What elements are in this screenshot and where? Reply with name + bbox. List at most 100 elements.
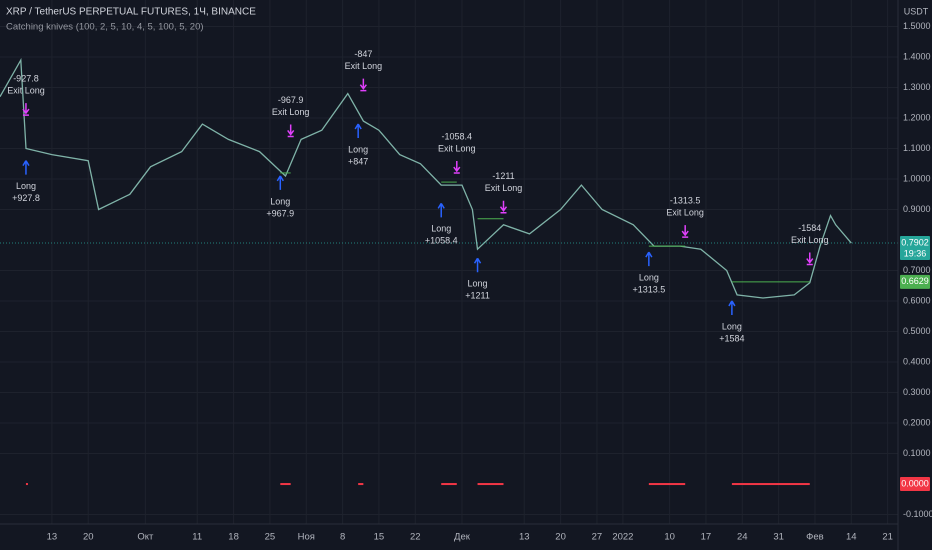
x-tick-label: Дек	[454, 532, 471, 543]
x-tick-label: 13	[47, 532, 58, 543]
entry-arrow	[276, 175, 284, 190]
x-tick-label: 18	[228, 532, 239, 543]
x-tick-label: 27	[592, 532, 603, 543]
x-tick-label: 8	[340, 532, 345, 543]
entry-profit: +1211	[465, 291, 490, 301]
x-tick-label: Ноя	[298, 532, 315, 543]
x-tick-label: 2022	[612, 532, 633, 543]
chart-title: XRP / TetherUS PERPETUAL FUTURES, 1Ч, BI…	[6, 7, 256, 18]
indicator-bar	[648, 483, 686, 486]
exit-marker	[287, 124, 295, 138]
entry-arrow	[437, 202, 445, 218]
entry-label: Long	[722, 321, 742, 331]
y-tick-label: 1.0000	[903, 173, 931, 183]
x-tick-label: 20	[83, 532, 94, 543]
exit-marker	[681, 225, 689, 238]
exit-profit: -1313.5	[670, 195, 701, 205]
entry-arrow	[645, 251, 653, 267]
indicator-bar	[477, 483, 504, 486]
entry-label: Long	[16, 181, 36, 191]
exit-label: Exit Long	[791, 235, 829, 245]
entry-profit: +847	[348, 156, 368, 166]
plot	[0, 57, 898, 486]
exit-label: Exit Long	[438, 143, 476, 153]
countdown-label: 19:36	[904, 248, 927, 258]
exit-profit: -1211	[492, 171, 514, 181]
entry-label: Long	[468, 279, 488, 289]
x-tick-label: 17	[701, 532, 712, 543]
exit-marker	[359, 78, 367, 92]
exit-profit: -1058.4	[442, 131, 473, 141]
y-tick-label: 0.7000	[903, 265, 931, 275]
indicator-bar	[280, 483, 291, 486]
y-tick-label: 1.3000	[903, 82, 931, 92]
x-tick-label: Окт	[137, 532, 154, 543]
exit-marker	[806, 252, 814, 266]
level-box	[900, 274, 930, 289]
x-tick-label: 22	[410, 532, 421, 543]
currency: USDT	[904, 6, 929, 16]
exit-label: Exit Long	[7, 85, 45, 95]
entry-profit: +1584	[719, 333, 744, 343]
x-tick-label: 15	[374, 532, 385, 543]
exit-profit: -847	[354, 49, 372, 59]
last-price-label: 0.7902	[901, 237, 929, 247]
price-line	[0, 57, 852, 299]
exit-label: Exit Long	[345, 61, 383, 71]
entry-arrow	[22, 160, 30, 175]
exit-label: Exit Long	[666, 207, 704, 217]
last-price-box	[900, 236, 930, 261]
x-tick-label: Фев	[806, 532, 824, 543]
entry-label: Long	[348, 144, 368, 154]
indicator-bar	[731, 483, 810, 486]
indicator-bar	[25, 483, 28, 486]
y-tick-label: 1.5000	[903, 21, 931, 31]
indicator-bar	[358, 483, 364, 486]
entry-arrow	[473, 257, 482, 273]
exit-marker	[453, 161, 461, 174]
x-tick-label: 11	[192, 532, 202, 543]
entry-profit: +1058.4	[425, 236, 458, 246]
y-tick-label: 1.4000	[903, 51, 931, 61]
x-tick-label: 25	[265, 532, 276, 543]
entry-arrow	[354, 123, 362, 139]
y-tick-label: 1.2000	[903, 112, 931, 122]
entry-profit: +1313.5	[632, 285, 665, 295]
y-tick-label: 0.1000	[903, 448, 931, 458]
y-tick-label: 0.2000	[903, 417, 931, 427]
x-tick-label: 10	[664, 532, 675, 543]
indicator-title: Catching knives (100, 2, 5, 10, 4, 5, 10…	[6, 22, 204, 33]
x-tick-label: 24	[737, 532, 748, 543]
x-tick-label: 20	[555, 532, 566, 543]
exit-profit: -927.8	[13, 73, 39, 83]
y-tick-label: -0.1000	[903, 509, 932, 519]
exit-profit: -967.9	[278, 95, 304, 105]
x-tick-label: 13	[519, 532, 530, 543]
grid	[0, 0, 898, 524]
y-tick-label: 0.4000	[903, 356, 931, 366]
x-tick-label: 31	[773, 532, 784, 543]
exit-label: Exit Long	[485, 183, 523, 193]
exit-marker	[22, 103, 30, 116]
exit-profit: -1584	[798, 223, 821, 233]
y-tick-label: 0.3000	[903, 387, 931, 397]
level-label: 0.6629	[901, 276, 929, 286]
entry-label: Long	[431, 224, 451, 234]
indicator-label: 0.0000	[901, 478, 929, 488]
y-tick-label: 0.9000	[903, 204, 931, 214]
y-tick-label: 0.5000	[903, 326, 931, 336]
entry-label: Long	[270, 196, 290, 206]
exit-label: Exit Long	[272, 107, 310, 117]
indicator-bar	[441, 483, 457, 486]
entry-label: Long	[639, 273, 659, 283]
x-tick-label: 21	[882, 532, 893, 543]
entry-profit: +927.8	[12, 193, 40, 203]
y-tick-label: 0.6000	[903, 295, 931, 305]
entry-arrow	[728, 300, 736, 315]
indicator-box	[900, 477, 930, 492]
entry-profit: +967.9	[266, 208, 294, 218]
exit-marker	[499, 200, 508, 214]
